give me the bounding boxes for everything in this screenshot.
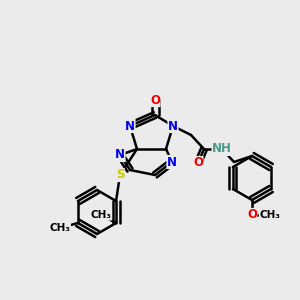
Text: N: N xyxy=(115,148,125,161)
Text: NH: NH xyxy=(212,142,232,155)
Text: CH₃: CH₃ xyxy=(50,223,70,233)
Text: N: N xyxy=(167,155,177,169)
Text: N: N xyxy=(168,119,178,133)
Text: O: O xyxy=(150,94,160,106)
Text: CH₃: CH₃ xyxy=(91,210,112,220)
Text: CH₃: CH₃ xyxy=(260,210,280,220)
Text: O: O xyxy=(193,157,203,169)
Text: O: O xyxy=(247,208,257,221)
Text: N: N xyxy=(125,119,135,133)
Text: S: S xyxy=(116,169,124,182)
